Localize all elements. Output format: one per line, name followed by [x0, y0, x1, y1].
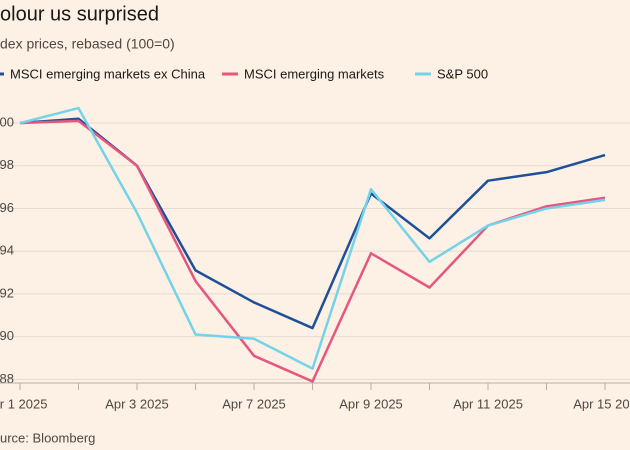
y-tick-label: 90: [0, 328, 14, 343]
series-line: [19, 106, 606, 370]
x-tick-label: Apr 7 2025: [222, 396, 286, 411]
y-tick-label: 88: [0, 371, 14, 386]
y-tick-label: 00: [0, 114, 14, 129]
y-tick-label: 92: [0, 285, 14, 300]
legend-label: MSCI emerging markets: [244, 66, 385, 81]
x-tick-label: Apr 9 2025: [339, 396, 403, 411]
chart-subtitle: dex prices, rebased (100=0): [0, 36, 175, 52]
source: urce: Bloomberg: [0, 430, 95, 445]
x-tick-label: Apr 15 202: [573, 396, 630, 411]
x-tick-label: pr 1 2025: [0, 396, 47, 411]
y-tick-label: 94: [0, 243, 14, 258]
x-tick-label: Apr 3 2025: [105, 396, 169, 411]
y-tick-label: 96: [0, 200, 14, 215]
chart-title: olour us surprised: [0, 3, 159, 25]
legend-label: MSCI emerging markets ex China: [10, 66, 206, 81]
x-tick-label: Apr 11 2025: [453, 396, 523, 411]
legend-label: S&P 500: [437, 66, 488, 81]
y-tick-label: 98: [0, 157, 14, 172]
